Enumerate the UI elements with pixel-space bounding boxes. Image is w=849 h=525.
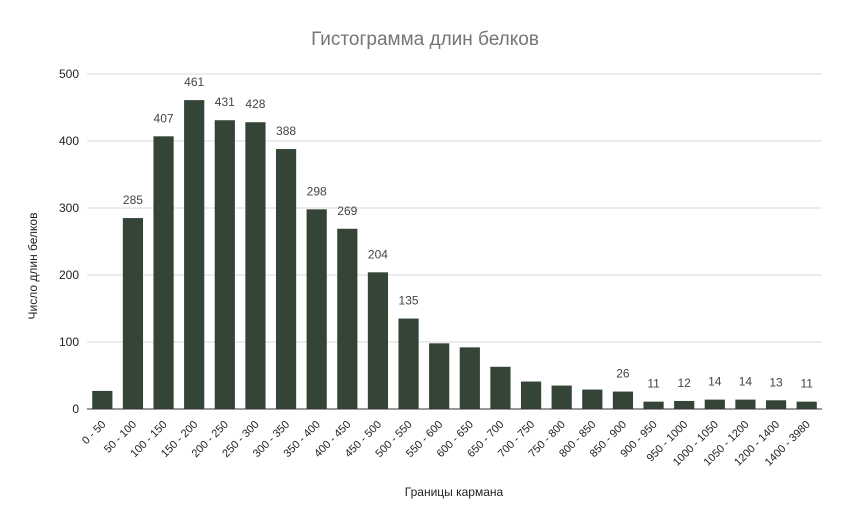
y-tick-label: 200 — [59, 268, 79, 282]
data-label: 204 — [368, 247, 388, 261]
bar — [184, 100, 205, 409]
y-tick-label: 300 — [59, 201, 79, 215]
bar — [337, 228, 358, 409]
bar — [398, 318, 419, 409]
bar — [704, 399, 725, 409]
data-label: 431 — [215, 95, 235, 109]
bar — [92, 390, 113, 409]
bar — [612, 391, 634, 409]
data-label: 285 — [123, 193, 143, 207]
y-tick-label: 400 — [59, 134, 79, 148]
bar — [582, 389, 603, 409]
bar — [122, 218, 144, 409]
data-labels: 285 407 461 431 428 388 298 269 204 135 26 11 12 14 14… — [123, 75, 813, 391]
bar — [551, 385, 572, 409]
bar — [735, 399, 756, 409]
data-label: 26 — [616, 367, 630, 381]
bar — [275, 149, 297, 410]
data-label: 298 — [307, 184, 327, 198]
data-label: 135 — [399, 294, 419, 308]
x-axis-title: Границы кармана — [405, 485, 504, 499]
bar — [459, 347, 480, 409]
bars — [92, 100, 817, 410]
bar — [214, 120, 235, 409]
y-axis-title: Число длин белков — [26, 213, 40, 320]
bar — [490, 366, 511, 409]
data-label: 269 — [337, 204, 357, 218]
y-tick-label: 500 — [59, 67, 79, 81]
bar — [520, 381, 542, 409]
bar — [796, 401, 817, 409]
bar — [429, 343, 450, 409]
data-label: 12 — [678, 376, 692, 390]
bar — [306, 209, 327, 409]
x-tick-label: 0 - 50 — [80, 419, 108, 447]
data-label: 11 — [647, 377, 660, 391]
bar — [674, 400, 695, 409]
y-axis-ticks: 0 100 200 300 400 500 — [59, 67, 79, 416]
data-label: 14 — [739, 375, 753, 389]
bar — [245, 122, 266, 410]
bar — [153, 136, 174, 409]
data-label: 407 — [154, 111, 174, 125]
bar — [765, 400, 787, 409]
chart-title: Гистограмма длин белков — [311, 29, 539, 50]
data-label: 14 — [708, 375, 722, 389]
data-label: 13 — [769, 375, 783, 389]
gridlines — [87, 73, 822, 343]
bar — [367, 272, 389, 409]
data-label: 461 — [184, 75, 204, 89]
data-label: 428 — [245, 97, 265, 111]
y-tick-label: 0 — [72, 402, 79, 416]
data-label: 388 — [276, 124, 296, 138]
data-label: 11 — [800, 377, 813, 391]
y-tick-label: 100 — [59, 335, 79, 349]
bar — [643, 401, 664, 409]
